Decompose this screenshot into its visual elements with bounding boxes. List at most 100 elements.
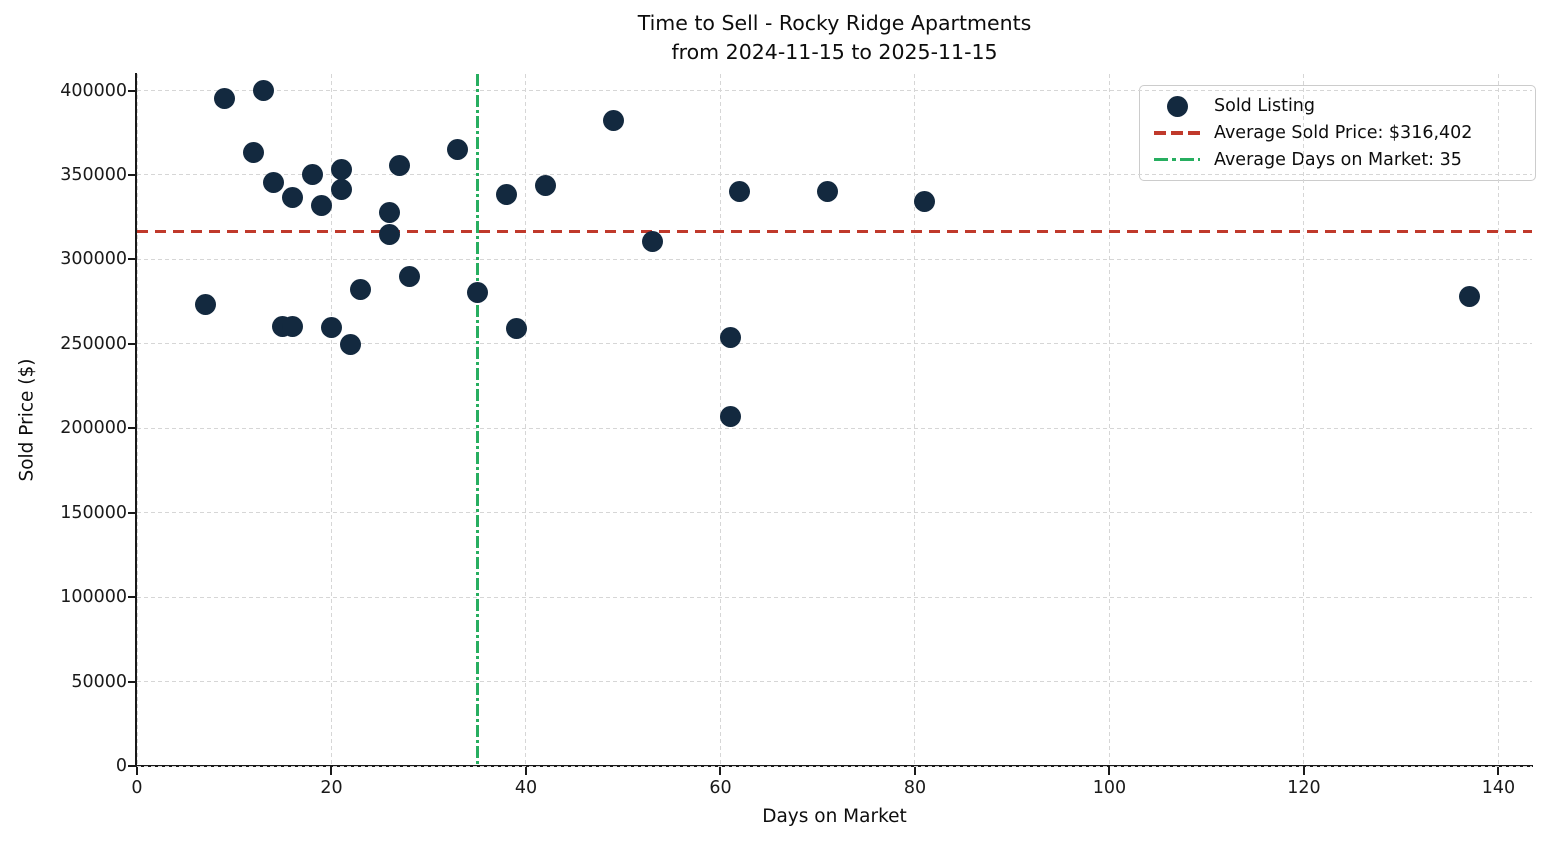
chart-title-line1: Time to Sell - Rocky Ridge Apartments xyxy=(637,11,1032,35)
y-tick-label: 150000 xyxy=(60,502,127,523)
x-gridline xyxy=(136,74,138,766)
x-tick-mark xyxy=(1497,767,1500,775)
scatter-point xyxy=(340,334,362,356)
chart-title: Time to Sell - Rocky Ridge Apartments fr… xyxy=(137,9,1532,67)
scatter-point xyxy=(379,201,401,223)
y-tick-mark xyxy=(128,89,136,92)
scatter-point xyxy=(603,109,624,131)
scatter-point xyxy=(194,293,216,315)
scatter-point xyxy=(301,164,323,186)
scatter-point xyxy=(1458,286,1480,308)
x-tick-mark xyxy=(913,767,916,775)
x-gridline xyxy=(1303,74,1305,766)
legend-label: Average Sold Price: $316,402 xyxy=(1214,123,1473,143)
y-tick-mark xyxy=(128,173,136,176)
x-tick-label: 60 xyxy=(709,778,732,798)
x-gridline xyxy=(1497,74,1499,766)
legend-sample xyxy=(1154,131,1200,135)
scatter-point xyxy=(466,281,488,303)
dashed-line-icon xyxy=(1154,131,1200,135)
scatter-point xyxy=(330,159,352,181)
x-gridline xyxy=(1108,74,1110,766)
y-gridline xyxy=(137,174,1532,176)
y-gridline xyxy=(137,596,1532,598)
dashdot-line-icon xyxy=(1154,157,1200,162)
scatter-point xyxy=(719,405,741,427)
y-gridline xyxy=(137,765,1532,767)
scatter-point xyxy=(496,183,518,205)
scatter-point xyxy=(379,223,401,245)
y-tick-mark xyxy=(128,680,136,683)
scatter-point xyxy=(534,174,556,196)
scatter-point xyxy=(389,155,411,177)
x-tick-mark xyxy=(719,767,722,775)
x-tick-label: 140 xyxy=(1481,778,1516,798)
scatter-point xyxy=(816,181,838,203)
average-days-on-market-line xyxy=(475,74,479,766)
scatter-point xyxy=(262,172,284,194)
scatter-point xyxy=(282,187,304,209)
x-gridline xyxy=(525,74,527,766)
y-tick-label: 400000 xyxy=(60,80,127,101)
scatter-point xyxy=(320,317,342,339)
scatter-point xyxy=(719,326,741,348)
x-tick-mark xyxy=(1108,767,1111,775)
scatter-point xyxy=(350,279,372,301)
x-tick-label: 20 xyxy=(320,778,343,798)
average-sold-price-line xyxy=(137,229,1532,234)
y-tick-mark xyxy=(128,427,136,430)
x-tick-mark xyxy=(330,767,333,775)
scatter-point xyxy=(641,231,663,253)
legend-item-sold-listing: Sold Listing xyxy=(1147,93,1525,120)
x-gridline xyxy=(330,74,332,766)
x-tick-mark xyxy=(136,767,138,775)
sold-listing-dot-icon xyxy=(1166,95,1188,117)
x-tick-label: 40 xyxy=(514,778,538,798)
y-tick-label: 350000 xyxy=(60,164,127,185)
legend-label: Average Days on Market: 35 xyxy=(1214,149,1462,170)
y-tick-label: 100000 xyxy=(60,587,127,608)
y-gridline xyxy=(137,343,1532,345)
x-tick-label: 120 xyxy=(1287,778,1321,798)
y-tick-label: 300000 xyxy=(60,249,127,270)
legend-item-average-days: Average Days on Market: 35 xyxy=(1147,146,1525,173)
chart-title-line2: from 2024-11-15 to 2025-11-15 xyxy=(671,40,998,64)
x-axis-label: Days on Market xyxy=(762,806,907,827)
x-tick-label: 80 xyxy=(903,778,927,798)
x-tick-label: 0 xyxy=(131,778,143,798)
y-gridline xyxy=(137,681,1532,683)
x-tick-mark xyxy=(524,767,527,775)
y-tick-mark xyxy=(128,342,136,345)
scatter-point xyxy=(214,88,236,110)
legend-sample xyxy=(1154,157,1200,162)
legend-sample xyxy=(1154,95,1200,117)
scatter-point xyxy=(914,190,936,212)
y-gridline xyxy=(137,90,1532,92)
scatter-point xyxy=(311,194,333,216)
y-tick-mark xyxy=(128,258,136,261)
legend-label: Sold Listing xyxy=(1214,96,1316,117)
x-tick-label: 100 xyxy=(1092,778,1127,798)
scatter-point xyxy=(729,181,751,203)
x-gridline xyxy=(914,74,916,766)
legend: Sold Listing Average Sold Price: $316,40… xyxy=(1139,85,1536,181)
scatter-point xyxy=(282,316,304,338)
y-tick-label: 50000 xyxy=(71,671,127,692)
scatter-point xyxy=(252,80,274,102)
scatter-point xyxy=(447,139,469,161)
y-gridline xyxy=(137,258,1532,260)
legend-item-average-sold-price: Average Sold Price: $316,402 xyxy=(1147,120,1525,147)
scatter-point xyxy=(243,141,265,163)
scatter-point xyxy=(330,178,352,200)
y-tick-label: 0 xyxy=(115,756,127,776)
y-tick-mark xyxy=(128,511,136,514)
x-tick-mark xyxy=(1302,767,1305,775)
y-tick-mark xyxy=(128,596,136,599)
y-axis-spine xyxy=(135,73,138,767)
scatter-point xyxy=(505,318,527,340)
y-tick-label: 200000 xyxy=(60,418,127,439)
y-tick-label: 250000 xyxy=(60,333,127,354)
y-gridline xyxy=(137,427,1532,429)
y-gridline xyxy=(137,512,1532,514)
